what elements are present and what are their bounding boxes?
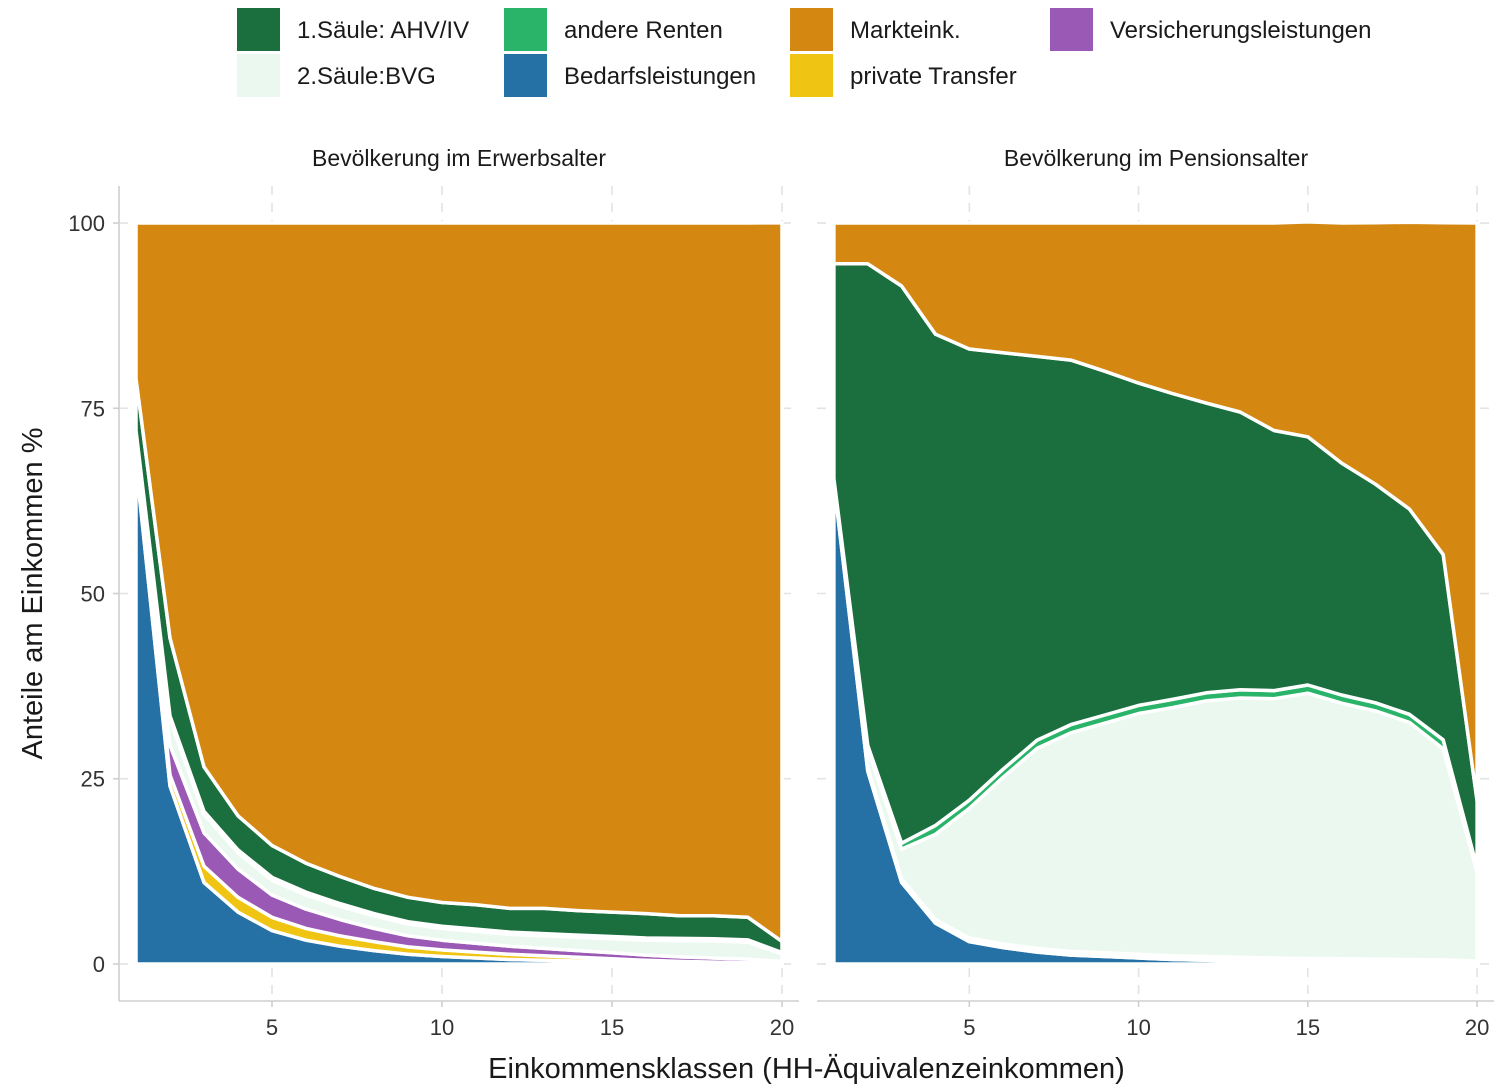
stacked-areas-retirement-age [832, 220, 1479, 966]
legend-item-bvg: 2.Säule:BVG [237, 54, 436, 97]
legend-swatch-bvg [237, 54, 280, 97]
y-tick-label-0: 0 [93, 952, 105, 977]
panel-retirement-age: Bevölkerung im Pensionsalter [817, 145, 1494, 1001]
x-tick-label-1-15: 15 [1296, 1015, 1320, 1040]
y-tick-label-25: 25 [81, 767, 105, 792]
axes: 0 25 50 75 100 5 10 15 20 5 10 15 20 [68, 186, 1494, 1040]
panel-title-working-age: Bevölkerung im Erwerbsalter [312, 145, 606, 171]
area-markt [134, 220, 784, 944]
legend-swatch-versich [1050, 8, 1093, 51]
legend-label-privat: private Transfer [850, 63, 1017, 90]
legend-swatch-markt [790, 8, 833, 51]
legend: 1.Säule: AHV/IV 2.Säule:BVG andere Renten B… [237, 8, 1372, 97]
x-tick-label-1-5: 5 [963, 1015, 975, 1040]
x-tick-label-0-5: 5 [266, 1015, 278, 1040]
y-axis-title: Anteile am Einkommen % [17, 427, 49, 759]
y-tick-label-50: 50 [81, 582, 105, 607]
legend-label-andere: andere Renten [564, 17, 723, 44]
x-tick-label-0-10: 10 [430, 1015, 454, 1040]
legend-label-ahv: 1.Säule: AHV/IV [297, 17, 469, 44]
panel-title-retirement-age: Bevölkerung im Pensionsalter [1004, 145, 1309, 171]
stacked-areas-working-age [134, 220, 784, 966]
legend-item-ahv: 1.Säule: AHV/IV [237, 8, 469, 51]
legend-label-markt: Markteink. [850, 17, 961, 44]
x-tick-label-0-15: 15 [600, 1015, 624, 1040]
x-tick-label-1-10: 10 [1126, 1015, 1150, 1040]
legend-swatch-privat [790, 54, 833, 97]
legend-item-andere: andere Renten [504, 8, 723, 51]
legend-label-versich: Versicherungsleistungen [1110, 17, 1372, 44]
y-tick-label-75: 75 [81, 396, 105, 421]
x-axis-title: Einkommensklassen (HH-Äquivalenzeinkomme… [488, 1053, 1125, 1085]
legend-label-bvg: 2.Säule:BVG [297, 63, 436, 90]
legend-swatch-bedarf [504, 54, 547, 97]
legend-swatch-andere [504, 8, 547, 51]
legend-item-versich: Versicherungsleistungen [1050, 8, 1372, 51]
x-tick-label-1-20: 20 [1465, 1015, 1489, 1040]
y-tick-label-100: 100 [68, 211, 105, 236]
legend-label-bedarf: Bedarfsleistungen [564, 63, 756, 90]
panel-working-age: Bevölkerung im Erwerbsalter [119, 145, 799, 1001]
legend-item-bedarf: Bedarfsleistungen [504, 54, 756, 97]
legend-swatch-ahv [237, 8, 280, 51]
area-markt [832, 220, 1479, 803]
legend-item-privat: private Transfer [790, 54, 1017, 97]
legend-item-markt: Markteink. [790, 8, 961, 51]
x-tick-label-0-20: 20 [770, 1015, 794, 1040]
